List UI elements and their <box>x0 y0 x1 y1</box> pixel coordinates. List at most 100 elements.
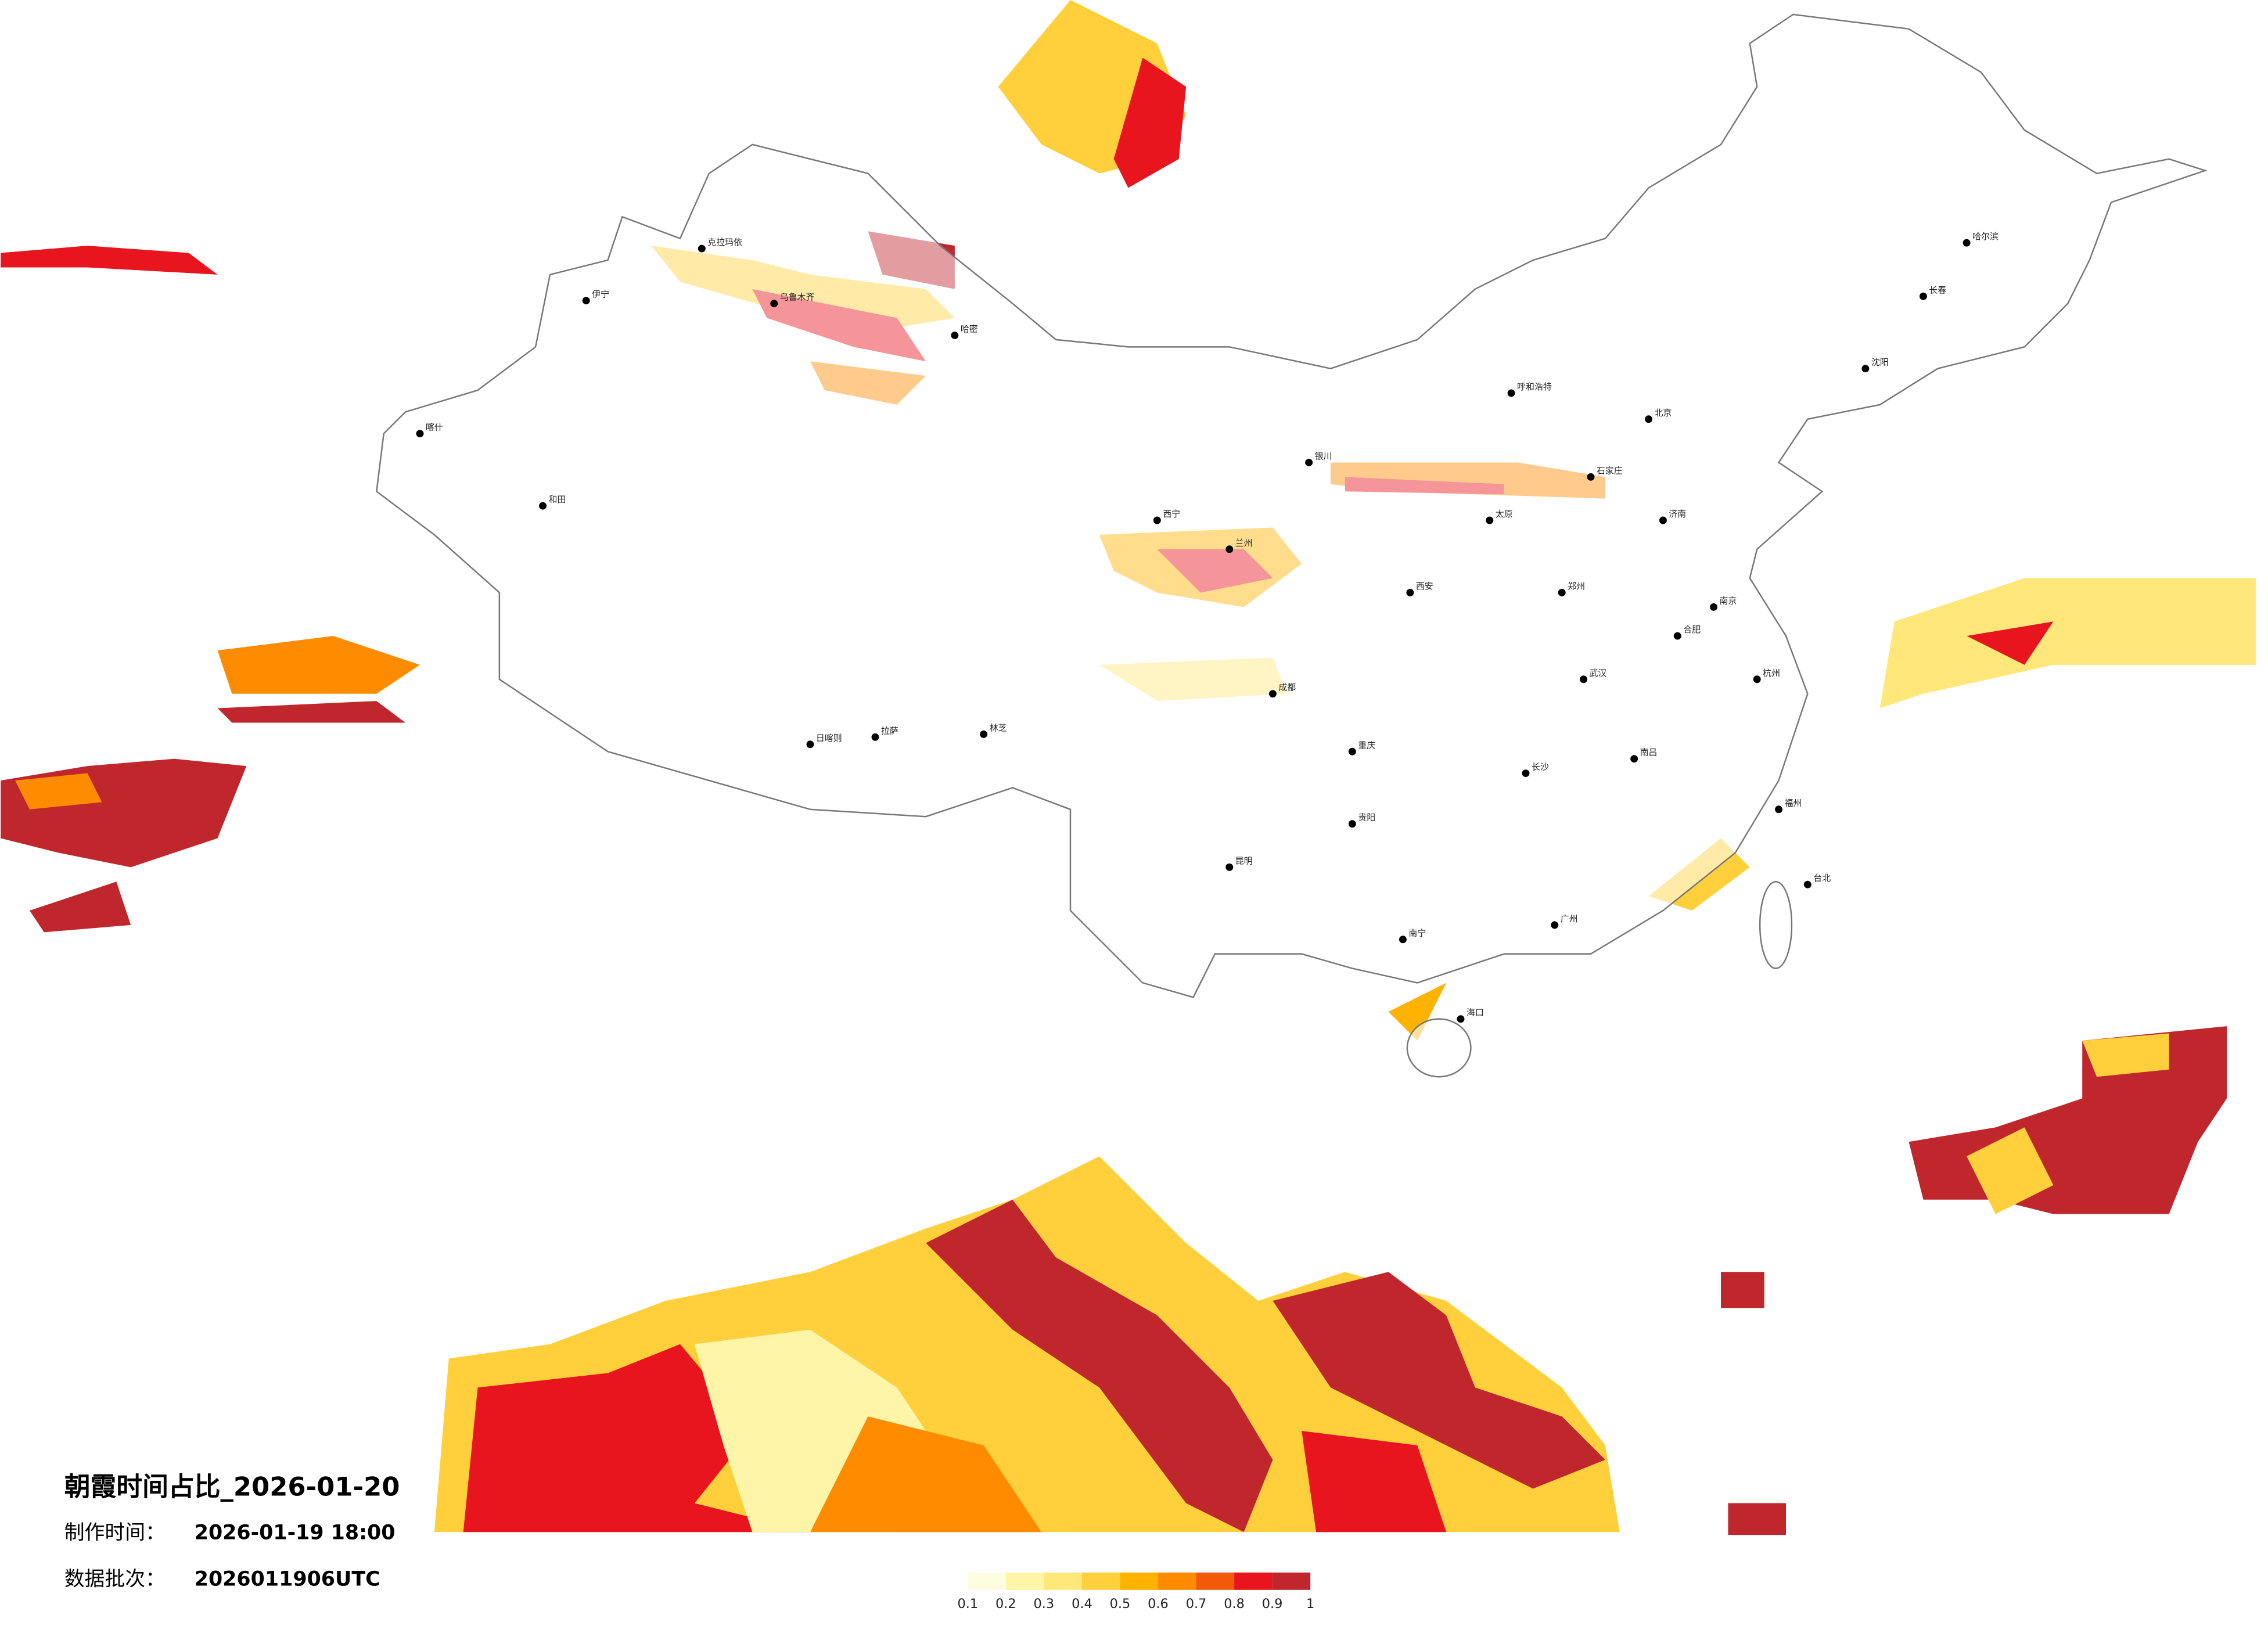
city-dot <box>1775 805 1783 814</box>
city-label: 重庆 <box>1358 740 1375 750</box>
legend-tick-label: 0.7 <box>1186 1596 1207 1611</box>
city-dot <box>539 502 547 510</box>
city-dot <box>1225 545 1234 553</box>
city-dot <box>1630 755 1638 763</box>
city-dot <box>980 730 988 738</box>
city-dot <box>1225 863 1234 871</box>
city-dot <box>951 331 959 339</box>
city-dot <box>1753 675 1761 684</box>
city-dot <box>1268 690 1277 698</box>
city-label: 长春 <box>1929 285 1946 295</box>
city-label: 海口 <box>1467 1008 1484 1018</box>
city-label: 贵阳 <box>1358 812 1375 823</box>
city-dot <box>1580 675 1588 684</box>
city-label: 沈阳 <box>1871 357 1889 368</box>
boundaries <box>375 13 2208 1078</box>
city-label: 伊宁 <box>592 289 609 300</box>
china-outline <box>375 13 2208 998</box>
city-dot <box>770 300 778 308</box>
city-label: 西宁 <box>1163 509 1180 519</box>
city-label: 兰州 <box>1235 538 1253 548</box>
city-dot <box>1673 632 1681 640</box>
legend-tick-label: 0.1 <box>957 1596 978 1611</box>
city-dot <box>871 733 879 741</box>
legend-tick-label: 0.6 <box>1148 1596 1169 1611</box>
city-dot <box>1507 389 1515 397</box>
city-dot <box>582 297 590 305</box>
color-swatch <box>1120 1572 1158 1590</box>
city-label: 日喀则 <box>816 733 842 743</box>
city-label: 石家庄 <box>1597 465 1623 476</box>
city-label: 南宁 <box>1408 928 1426 938</box>
hainan <box>1406 1018 1472 1078</box>
color-swatch <box>1158 1572 1196 1590</box>
legend-tick-label: 1 <box>1306 1596 1314 1611</box>
city-dot <box>1551 921 1559 929</box>
city-label: 广州 <box>1561 913 1578 924</box>
city-label: 郑州 <box>1568 581 1585 591</box>
city-label: 银川 <box>1315 451 1332 461</box>
city-dot <box>1710 603 1718 611</box>
city-label: 南昌 <box>1640 747 1658 758</box>
color-swatch <box>1234 1572 1273 1590</box>
city-dot <box>1457 1015 1465 1023</box>
city-label: 西安 <box>1416 581 1433 591</box>
city-label: 成都 <box>1278 682 1296 693</box>
city-dot <box>1587 473 1595 481</box>
city-label: 和田 <box>549 494 566 505</box>
city-dot <box>698 244 706 253</box>
city-dot <box>1963 239 1971 247</box>
city-dot <box>1522 769 1530 778</box>
city-label: 合肥 <box>1683 624 1701 635</box>
legend-tick-label: 0.2 <box>995 1596 1016 1611</box>
city-label: 乌鲁木齐 <box>780 292 815 303</box>
city-label: 昆明 <box>1235 855 1253 866</box>
city-label: 呼和浩特 <box>1517 382 1552 392</box>
city-label: 武汉 <box>1590 668 1607 678</box>
color-swatch <box>1272 1572 1311 1590</box>
city-label: 太原 <box>1496 509 1513 519</box>
city-label: 杭州 <box>1763 668 1780 678</box>
city-dot <box>1153 516 1161 524</box>
city-dot <box>416 430 424 438</box>
legend-tick-label: 0.4 <box>1072 1596 1092 1611</box>
city-dot <box>1659 516 1667 524</box>
city-label: 南京 <box>1720 595 1737 606</box>
city-dot <box>1919 292 1927 300</box>
city-dot <box>1861 365 1870 373</box>
color-swatch <box>1044 1572 1082 1590</box>
city-label: 福州 <box>1785 798 1802 808</box>
city-label: 克拉玛依 <box>707 237 742 247</box>
city-label: 哈尔滨 <box>1972 231 1999 242</box>
city-label: 济南 <box>1669 509 1686 519</box>
city-dot <box>806 740 814 749</box>
city-dot <box>1406 588 1414 596</box>
city-dot <box>1558 588 1566 596</box>
city-dot <box>1348 747 1356 756</box>
batch: 2026011906UTC <box>195 1567 380 1591</box>
legend-tick-label: 0.3 <box>1034 1596 1055 1611</box>
city-dot <box>1486 516 1494 524</box>
city-dot <box>1645 415 1653 423</box>
city-dot <box>1305 458 1313 466</box>
city-label: 哈密 <box>961 323 978 334</box>
color-swatch <box>1005 1572 1044 1590</box>
city-dot <box>1803 880 1811 888</box>
city-label: 长沙 <box>1532 762 1549 772</box>
city-label: 喀什 <box>426 422 443 433</box>
legend-tick-label: 0.9 <box>1262 1596 1283 1611</box>
legend: 0.1 0.2 0.3 0.4 0.5 0.6 0.7 0.8 0.9 1 <box>957 1572 1314 1611</box>
taiwan <box>1759 880 1793 969</box>
legend-tick-label: 0.8 <box>1224 1596 1245 1611</box>
city-label: 林芝 <box>990 722 1007 733</box>
production-time: 2026-01-19 18:00 <box>195 1521 396 1545</box>
production-label: 制作时间： <box>64 1521 166 1545</box>
color-swatch <box>1081 1572 1120 1590</box>
city-dot <box>1348 820 1356 828</box>
legend-tick-label: 0.5 <box>1110 1596 1131 1611</box>
city-dot <box>1399 936 1407 944</box>
map-title: 朝霞时间占比_2026-01-20 <box>64 1472 400 1502</box>
batch-label: 数据批次： <box>64 1567 166 1591</box>
